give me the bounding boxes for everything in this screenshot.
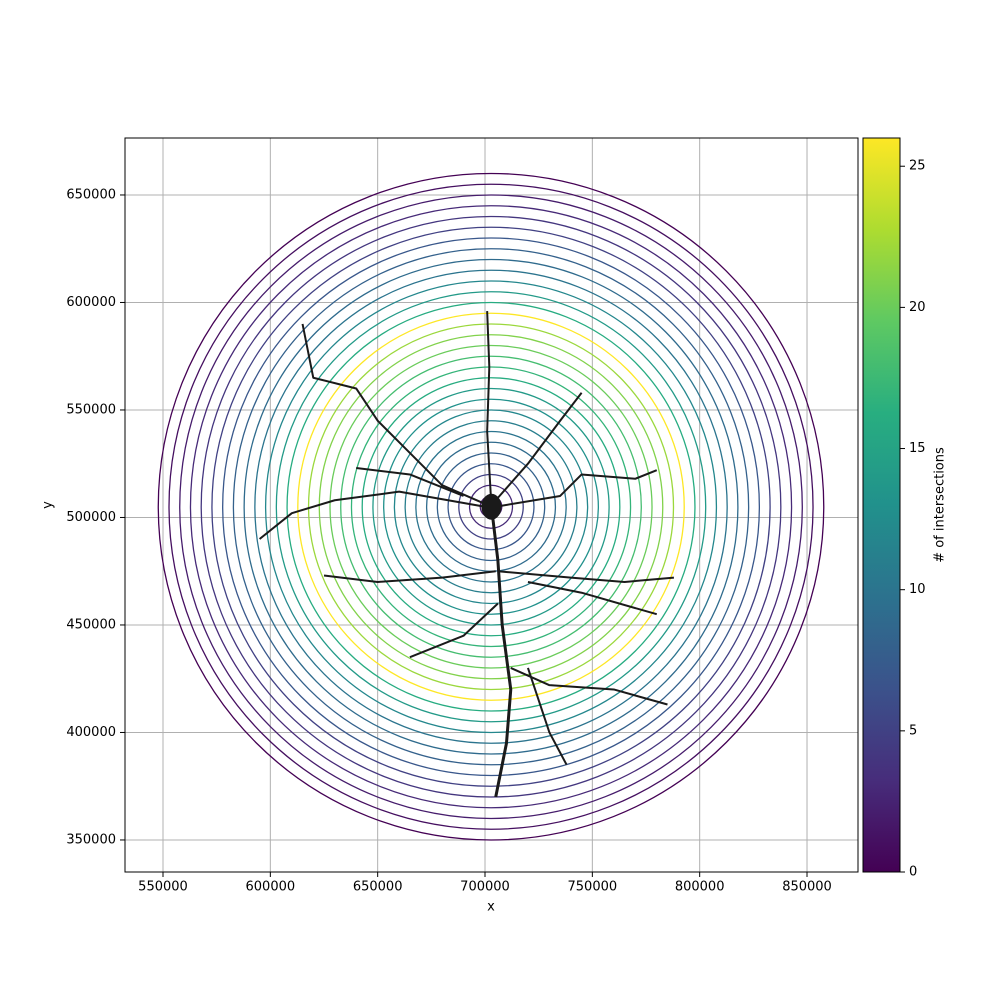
neurite: [486, 311, 493, 507]
colorbar-tick-label: 20: [909, 300, 926, 315]
plot-frame: [124, 137, 859, 873]
neurite: [356, 467, 464, 497]
neurite: [495, 469, 658, 508]
neurite: [497, 570, 675, 583]
sholl-circle: [393, 409, 589, 605]
sholl-circle: [179, 194, 803, 820]
sholl-circle: [211, 226, 771, 787]
neurite: [526, 667, 568, 766]
sholl-circle: [340, 355, 642, 658]
sholl-circle: [157, 172, 825, 841]
soma: [481, 493, 502, 520]
x-tick-label: 700000: [460, 880, 510, 895]
y-tick-label: 650000: [66, 187, 116, 202]
sholl-circle: [383, 398, 600, 615]
y-tick-label: 500000: [66, 510, 116, 525]
y-tick-label: 600000: [66, 295, 116, 310]
x-tick-label: 750000: [568, 880, 618, 895]
sholl-circle: [350, 366, 632, 648]
sholl-circle: [372, 387, 610, 626]
sholl-circle: [222, 237, 761, 777]
colorbar-tick-label: 10: [909, 582, 926, 597]
sholl-circle: [307, 323, 675, 691]
x-label: x: [487, 900, 495, 915]
sholl-circle: [254, 269, 728, 744]
sholl-circle: [243, 258, 739, 755]
neurite: [301, 323, 492, 508]
y-tick-label: 450000: [66, 617, 116, 632]
sholl-circle: [189, 205, 793, 809]
sholl-circle: [318, 334, 664, 680]
y-tick-label: 550000: [66, 402, 116, 417]
sholl-circle: [404, 420, 578, 594]
x-tick-label: 850000: [782, 880, 832, 895]
colorbar-tick-label: 25: [909, 159, 926, 174]
sholl-circle: [329, 344, 653, 669]
neurite: [409, 602, 499, 659]
neurite: [527, 580, 658, 616]
colorbar: [862, 137, 901, 873]
y-tick-label: 400000: [66, 725, 116, 740]
x-tick-label: 650000: [353, 880, 403, 895]
x-tick-label: 600000: [246, 880, 296, 895]
colorbar-tick-label: 0: [909, 865, 917, 880]
neurite: [494, 392, 583, 501]
colorbar-tick-label: 5: [909, 723, 917, 738]
plot-area: [157, 172, 825, 841]
sholl-circle: [361, 377, 621, 637]
neurite: [258, 490, 486, 540]
y-label: y: [41, 501, 56, 509]
sholl-circle: [168, 183, 814, 830]
sholl-circle: [436, 452, 546, 562]
neurite: [489, 506, 513, 798]
colorbar-label: # of intersections: [933, 447, 948, 563]
sholl-circle: [232, 248, 750, 766]
y-tick-label: 350000: [66, 832, 116, 847]
sholl-circle: [297, 312, 685, 701]
x-tick-label: 550000: [138, 880, 188, 895]
sholl-circle: [447, 463, 535, 551]
neurite: [323, 570, 496, 583]
colorbar-tick-label: 15: [909, 441, 926, 456]
x-tick-label: 800000: [675, 880, 725, 895]
sholl-circle: [275, 291, 707, 723]
sholl-circle: [264, 280, 718, 734]
sholl-circle: [458, 473, 524, 540]
sholl-circle: [200, 215, 782, 798]
sholl-circle: [415, 430, 567, 583]
sholl-circle: [286, 301, 696, 712]
